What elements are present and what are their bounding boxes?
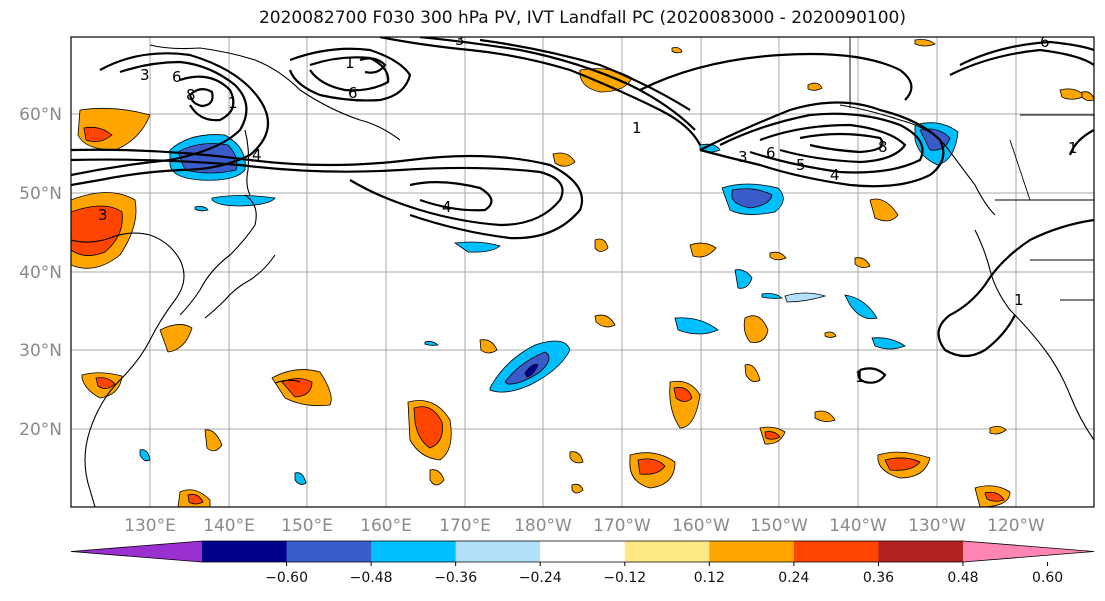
lon-label: 130°W — [908, 516, 966, 536]
contour-label: 1 — [345, 54, 355, 72]
contour-label: 4 — [252, 146, 262, 164]
lon-label: 170°W — [593, 516, 651, 536]
lon-label: 140°W — [829, 516, 887, 536]
pv-contours — [71, 37, 1094, 384]
contour-label: 1 — [228, 94, 238, 112]
colorbar-segment — [793, 541, 879, 562]
colorbar-extend-low — [71, 541, 202, 562]
colorbar-segment — [371, 541, 457, 562]
lat-label: 40°N — [19, 263, 62, 283]
map-title: 2020082700 F030 300 hPa PV, IVT Landfall… — [258, 8, 906, 28]
colorbar-segment — [624, 541, 710, 562]
lat-label: 30°N — [19, 341, 62, 361]
contour-label: 3 — [140, 66, 150, 84]
colorbar: −0.60 −0.48 −0.36 −0.24 −0.12 0.12 0.24 0.36 0.4… — [70, 540, 1095, 586]
colorbar-outline — [70, 540, 1095, 563]
contour-label: 6 — [766, 144, 776, 162]
colorbar-segment — [286, 541, 372, 562]
latitude-labels: 60°N 50°N 40°N 30°N 20°N — [19, 105, 62, 440]
gridlines — [71, 37, 1094, 507]
contour-label: 6 — [172, 68, 182, 86]
colorbar-segment — [202, 541, 288, 562]
contour-label: 1 — [632, 119, 642, 137]
shaded-anomalies — [71, 39, 1094, 507]
boundaries — [849, 37, 1094, 301]
contour-label: 3 — [738, 148, 748, 166]
colorbar-extend-high — [963, 541, 1094, 562]
colorbar-tick-label: 0.60 — [1032, 570, 1063, 586]
contour-label: 4 — [442, 198, 452, 216]
colorbar-tick-label: 0.12 — [694, 570, 725, 586]
contour-label: 6 — [1040, 33, 1050, 51]
colorbar-tick-label: −0.24 — [519, 570, 562, 586]
contour-label: 8 — [186, 86, 196, 104]
contour-label: 8 — [878, 138, 888, 156]
contour-label: 3 — [98, 206, 108, 224]
colorbar-tick-label: −0.12 — [603, 570, 646, 586]
lat-label: 60°N — [19, 105, 62, 125]
lat-label: 50°N — [19, 184, 62, 204]
colorbar-tick-label: −0.48 — [350, 570, 393, 586]
longitude-labels: 130°E 140°E 150°E 160°E 170°E 180°W 170°… — [124, 516, 1045, 536]
colorbar-segment — [709, 541, 795, 562]
contour-label: 6 — [348, 84, 358, 102]
colorbar-tick-label: 0.36 — [863, 570, 894, 586]
colorbar-tick-label: −0.36 — [434, 570, 477, 586]
colorbar-segment — [540, 541, 626, 562]
lon-label: 120°W — [987, 516, 1045, 536]
map-frame — [70, 36, 1095, 508]
colorbar-segment — [455, 541, 541, 562]
lon-label: 160°W — [672, 516, 730, 536]
colorbar-tick-label: −0.60 — [265, 570, 308, 586]
lon-label: 170°E — [439, 516, 491, 536]
colorbar-tick-label: 0.24 — [778, 570, 809, 586]
contour-label: 1 — [1068, 139, 1078, 157]
lon-label: 160°E — [360, 516, 412, 536]
map-area: 3 6 8 1 4 3 6 1 4 1 3 6 8 4 5 6 1 1 1 3 — [71, 31, 1094, 507]
lat-label: 20°N — [19, 420, 62, 440]
contour-label: 3 — [455, 31, 465, 49]
contour-label: 4 — [830, 166, 840, 184]
coastlines — [71, 44, 1094, 507]
lon-label: 130°E — [124, 516, 176, 536]
contour-label: 1 — [1014, 291, 1024, 309]
contour-labels: 3 6 8 1 4 3 6 1 4 1 3 6 8 4 5 6 1 1 1 3 — [98, 31, 1078, 386]
lon-label: 150°E — [281, 516, 333, 536]
lon-label: 150°W — [750, 516, 808, 536]
contour-label: 5 — [796, 156, 806, 174]
colorbar-tick-label: 0.48 — [947, 570, 978, 586]
lon-label: 140°E — [203, 516, 255, 536]
contour-label: 1 — [855, 368, 865, 386]
lon-label: 180°W — [514, 516, 572, 536]
colorbar-segment — [878, 541, 964, 562]
